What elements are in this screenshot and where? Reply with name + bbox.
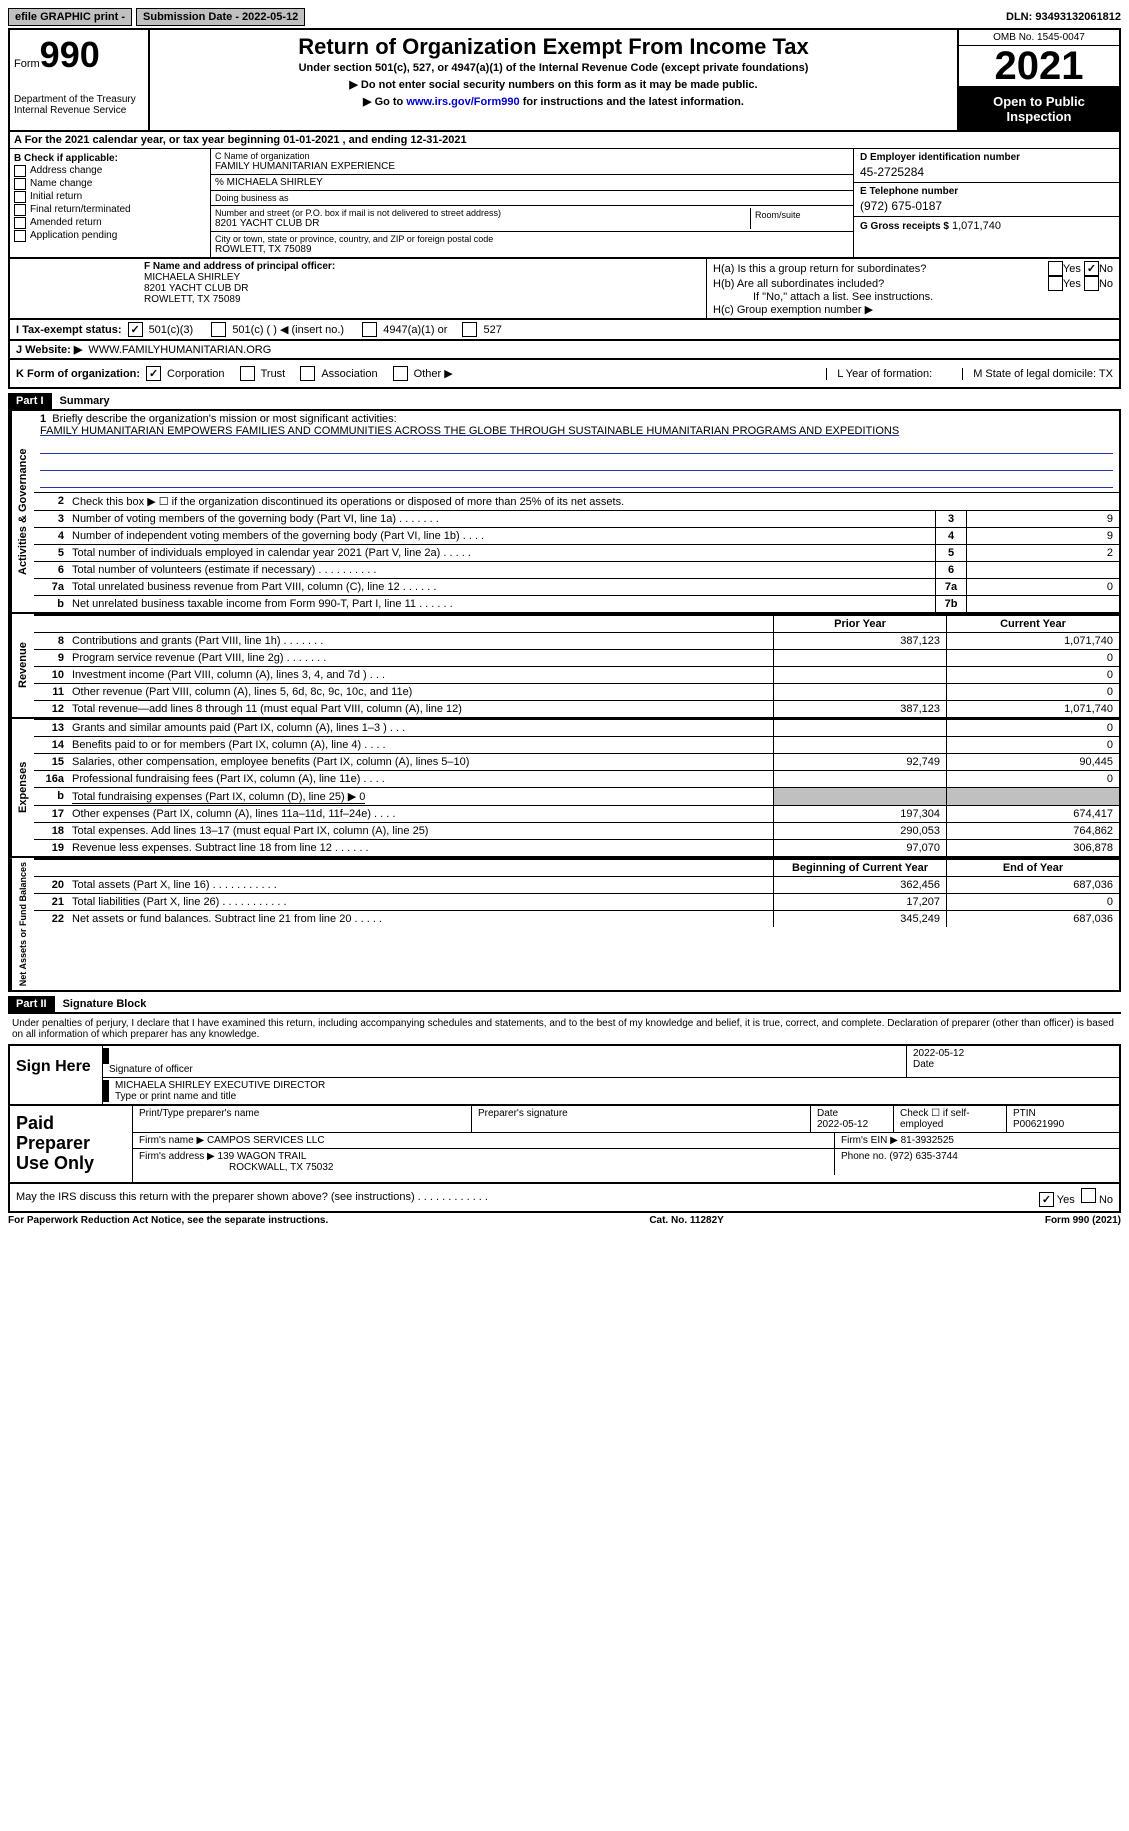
firm-name: CAMPOS SERVICES LLC [207, 1135, 325, 1146]
row-k: K Form of organization: Corporation Trus… [8, 360, 1121, 389]
form-header: Form990 Department of the Treasury Inter… [8, 28, 1121, 132]
tab-netassets: Net Assets or Fund Balances [10, 858, 34, 990]
tab-expenses: Expenses [10, 719, 34, 856]
hc-exemption: H(c) Group exemption number ▶ [713, 303, 1113, 316]
gross-receipts: 1,071,740 [952, 220, 1001, 232]
hb-no[interactable] [1084, 276, 1099, 291]
top-bar: efile GRAPHIC print - Submission Date - … [8, 8, 1121, 26]
form-number: 990 [40, 34, 100, 75]
form-word: Form [14, 58, 40, 70]
checkbox[interactable] [14, 178, 26, 190]
officer-name: MICHAELA SHIRLEY [144, 272, 700, 283]
ein: 45-2725284 [860, 165, 1113, 179]
tax-year: 2021 [959, 46, 1119, 88]
part1-header: Part ISummary [8, 389, 1121, 409]
city-state-zip: ROWLETT, TX 75089 [215, 244, 849, 255]
dln: DLN: 93493132061812 [1006, 11, 1121, 23]
irs-link[interactable]: www.irs.gov/Form990 [406, 96, 519, 108]
k-corp[interactable] [146, 366, 161, 381]
form-title: Return of Organization Exempt From Incom… [158, 34, 949, 60]
prep-date: 2022-05-12 [817, 1119, 868, 1130]
sig-date: 2022-05-12 [913, 1048, 1113, 1059]
checkbox[interactable] [14, 217, 26, 229]
form-subtitle: Under section 501(c), 527, or 4947(a)(1)… [158, 62, 949, 74]
street-address: 8201 YACHT CLUB DR [215, 218, 750, 229]
i-501c3[interactable] [128, 322, 143, 337]
box-b: B Check if applicable: Address changeNam… [10, 149, 211, 257]
summary-expenses: Expenses 13Grants and similar amounts pa… [8, 719, 1121, 858]
org-name: FAMILY HUMANITARIAN EXPERIENCE [215, 161, 849, 172]
note-ssn: ▶ Do not enter social security numbers o… [158, 78, 949, 91]
department: Department of the Treasury Internal Reve… [14, 94, 144, 116]
officer-group-block: F Name and address of principal officer:… [8, 259, 1121, 320]
footer-notes: For Paperwork Reduction Act Notice, see … [8, 1215, 1121, 1226]
entity-block: B Check if applicable: Address changeNam… [8, 149, 1121, 259]
firm-address: 139 WAGON TRAIL [218, 1151, 307, 1162]
note-link: ▶ Go to www.irs.gov/Form990 for instruct… [158, 95, 949, 108]
ptin: P00621990 [1013, 1119, 1064, 1130]
discuss-row: May the IRS discuss this return with the… [8, 1184, 1121, 1213]
box-h: H(a) Is this a group return for subordin… [707, 259, 1119, 318]
hb-yes[interactable] [1048, 276, 1063, 291]
paid-preparer-label: Paid Preparer Use Only [10, 1106, 133, 1181]
firm-phone: (972) 635-3744 [889, 1151, 957, 1162]
row-i: I Tax-exempt status: 501(c)(3) 501(c) ( … [8, 320, 1121, 341]
efile-badge: efile GRAPHIC print - [8, 8, 132, 26]
signature-block: Sign Here Signature of officer 2022-05-1… [8, 1044, 1121, 1106]
sign-here-label: Sign Here [10, 1046, 103, 1104]
box-c: C Name of organizationFAMILY HUMANITARIA… [211, 149, 853, 257]
checkbox[interactable] [14, 165, 26, 177]
checkbox[interactable] [14, 191, 26, 203]
i-527[interactable] [462, 322, 477, 337]
checkbox[interactable] [14, 230, 26, 242]
cat-no: Cat. No. 11282Y [649, 1215, 723, 1226]
ha-yes[interactable] [1048, 261, 1063, 276]
box-d-e-g: D Employer identification number45-27252… [853, 149, 1119, 257]
officer-name-title: MICHAELA SHIRLEY EXECUTIVE DIRECTOR [115, 1080, 1113, 1091]
summary-governance: Activities & Governance 1 Briefly descri… [8, 409, 1121, 614]
firm-ein: 81-3932525 [901, 1135, 954, 1146]
box-l: L Year of formation: [826, 368, 932, 380]
submission-date: Submission Date - 2022-05-12 [136, 8, 305, 26]
telephone: (972) 675-0187 [860, 199, 1113, 213]
i-4947[interactable] [362, 322, 377, 337]
preparer-block: Paid Preparer Use Only Print/Type prepar… [8, 1106, 1121, 1183]
perjury-statement: Under penalties of perjury, I declare th… [8, 1012, 1121, 1044]
part2-header: Part IISignature Block [8, 992, 1121, 1012]
open-inspection: Open to Public Inspection [959, 88, 1119, 130]
box-f: F Name and address of principal officer:… [138, 259, 707, 318]
ha-no[interactable] [1084, 261, 1099, 276]
mission-text: FAMILY HUMANITARIAN EMPOWERS FAMILIES AN… [40, 425, 899, 437]
k-other[interactable] [393, 366, 408, 381]
summary-netassets: Net Assets or Fund Balances Beginning of… [8, 858, 1121, 992]
discuss-yes[interactable] [1039, 1192, 1054, 1207]
discuss-no[interactable] [1081, 1188, 1096, 1203]
row-j: J Website: ▶ WWW.FAMILYHUMANITARIAN.ORG [8, 341, 1121, 360]
k-assoc[interactable] [300, 366, 315, 381]
k-trust[interactable] [240, 366, 255, 381]
care-of: % MICHAELA SHIRLEY [211, 175, 853, 191]
checkbox[interactable] [14, 204, 26, 216]
tab-governance: Activities & Governance [10, 411, 34, 612]
i-501c[interactable] [211, 322, 226, 337]
form-ref: Form 990 (2021) [1045, 1215, 1121, 1226]
row-a-calendar: A For the 2021 calendar year, or tax yea… [8, 132, 1121, 149]
summary-revenue: Revenue Prior YearCurrent Year 8Contribu… [8, 614, 1121, 719]
website: WWW.FAMILYHUMANITARIAN.ORG [88, 344, 271, 356]
box-m: M State of legal domicile: TX [962, 368, 1113, 380]
tab-revenue: Revenue [10, 614, 34, 717]
